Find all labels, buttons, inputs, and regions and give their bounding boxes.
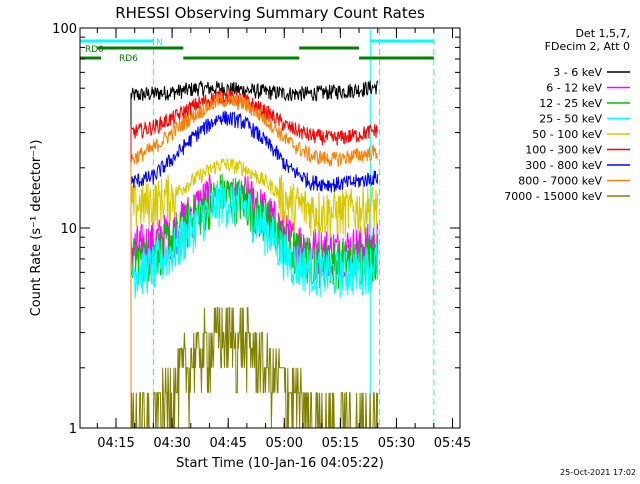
series-line-300-800-kev [130, 110, 379, 428]
x-tick-label: 04:30 [153, 436, 190, 451]
legend-header-line: FDecim 2, Att 0 [545, 40, 630, 53]
status-label-rd6: RD6 [119, 54, 138, 64]
y-axis-label: Count Rate (s⁻¹ detector⁻¹) [29, 140, 44, 317]
legend-entry-label: 12 - 25 keV [539, 97, 602, 110]
legend-entry-label: 300 - 800 keV [525, 159, 602, 172]
x-tick-label: 05:45 [434, 436, 471, 451]
series-line-3-6-kev [130, 80, 379, 428]
legend-entry-label: 7000 - 15000 keV [504, 190, 602, 203]
y-tick-label: 100 [52, 22, 77, 37]
series-line-25-50-kev [130, 180, 379, 428]
x-tick-label: 04:45 [209, 436, 246, 451]
status-label-n: N [156, 38, 163, 48]
x-tick-label: 04:15 [97, 436, 134, 451]
x-tick-label: 05:15 [322, 436, 359, 451]
legend-header-line: Det 1,5,7, [575, 27, 630, 40]
y-tick-label: 1 [69, 422, 77, 437]
series-line-50-100-kev [130, 158, 379, 428]
status-label-rd0: RD0 [85, 45, 104, 55]
x-tick-label: 05:00 [266, 436, 303, 451]
x-tick-label: 05:30 [378, 436, 415, 451]
timestamp-label: 25-Oct-2021 17:02 [560, 468, 636, 477]
series-line-100-300-kev [130, 88, 379, 428]
legend-entry-label: 800 - 7000 keV [518, 175, 602, 188]
legend-entry-label: 50 - 100 keV [532, 128, 602, 141]
y-tick-label: 10 [60, 222, 77, 237]
legend-entry-label: 3 - 6 keV [553, 66, 602, 79]
legend-entry-label: 100 - 300 keV [525, 144, 602, 157]
series-line-800-7000-kev [130, 92, 378, 428]
x-axis-label: Start Time (10-Jan-16 04:05:22) [176, 456, 384, 471]
legend-entry-label: 25 - 50 keV [539, 113, 602, 126]
legend-entry-label: 6 - 12 keV [546, 82, 602, 95]
chart-title: RHESSI Observing Summary Count Rates [115, 4, 425, 22]
